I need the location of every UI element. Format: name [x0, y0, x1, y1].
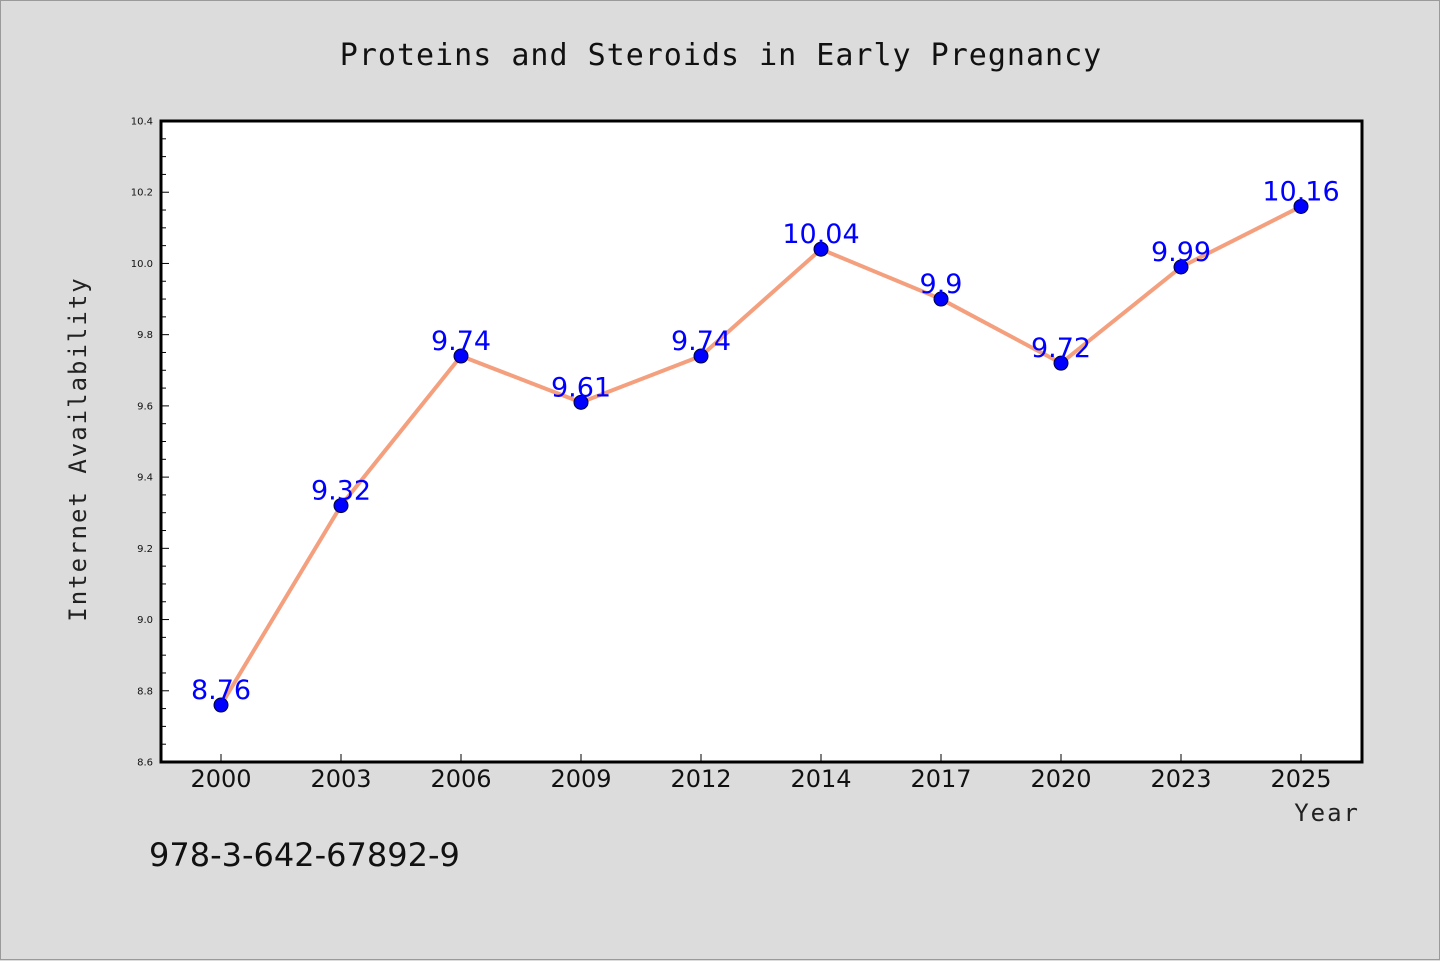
- y-axis-label: Internet Availability: [64, 276, 92, 621]
- y-tick-label: 10.2: [131, 188, 153, 199]
- x-tick-label: 2017: [910, 765, 971, 793]
- x-tick-label: 2012: [670, 765, 731, 793]
- y-tick-label: 9.6: [137, 401, 153, 412]
- data-label: 8.76: [191, 675, 251, 706]
- data-label: 10.04: [782, 219, 859, 250]
- y-tick-label: 9.0: [137, 615, 153, 626]
- x-tick-label: 2020: [1030, 765, 1091, 793]
- y-tick-label: 10.0: [131, 259, 153, 270]
- data-point: [1293, 198, 1309, 214]
- isbn-annotation: 978-3-642-67892-9: [149, 836, 460, 874]
- y-tick-label: 9.4: [137, 473, 153, 484]
- x-tick-label: 2023: [1150, 765, 1211, 793]
- x-tick-label: 2003: [310, 765, 371, 793]
- x-tick-label: 2000: [190, 765, 251, 793]
- plot-area: [159, 119, 1364, 764]
- data-label: 9.74: [671, 326, 731, 357]
- data-point: [333, 498, 349, 514]
- x-tick-label: 2014: [790, 765, 851, 793]
- data-point: [573, 394, 589, 410]
- series-markers: [213, 198, 1309, 713]
- data-point: [933, 291, 949, 307]
- data-label: 9.9: [920, 269, 963, 300]
- data-label: 9.72: [1031, 333, 1091, 364]
- data-label: 9.99: [1151, 237, 1211, 268]
- data-point: [213, 697, 229, 713]
- x-tick-label: 2006: [430, 765, 491, 793]
- data-label: 9.61: [551, 372, 611, 403]
- data-labels: 8.76 9.32 9.74 9.61 9.74 10.04 9.9 9.72 9.99 10.1…: [191, 176, 1340, 706]
- y-tick-label: 8.8: [137, 686, 153, 697]
- x-tick-label: 2009: [550, 765, 611, 793]
- data-point: [1053, 355, 1069, 371]
- chart-title: Proteins and Steroids in Early Pregnancy: [340, 38, 1102, 73]
- series-line: [219, 204, 1303, 708]
- data-point: [453, 348, 469, 364]
- data-label: 9.74: [431, 326, 491, 357]
- data-label: 9.32: [311, 476, 371, 507]
- x-axis-label: Year: [1294, 799, 1360, 827]
- data-point: [693, 348, 709, 364]
- x-axis-ticks: 2000 2003 2006 2009 2012 2014 2017 2020 2023 2025: [190, 754, 1332, 793]
- x-tick-label: 2025: [1270, 765, 1331, 793]
- y-tick-label: 9.8: [137, 330, 153, 341]
- series-polyline: [219, 204, 1303, 708]
- y-tick-label: 8.6: [137, 758, 153, 769]
- data-label: 10.16: [1262, 176, 1339, 207]
- y-tick-label: 9.2: [137, 544, 153, 555]
- data-point: [813, 241, 829, 257]
- y-axis-ticks: 8.6 8.8 9.0 9.2 9.4 9.6 9.8 10.0 10.2 10.4: [131, 117, 169, 769]
- y-tick-label: 10.4: [131, 117, 153, 128]
- data-point: [1173, 259, 1189, 275]
